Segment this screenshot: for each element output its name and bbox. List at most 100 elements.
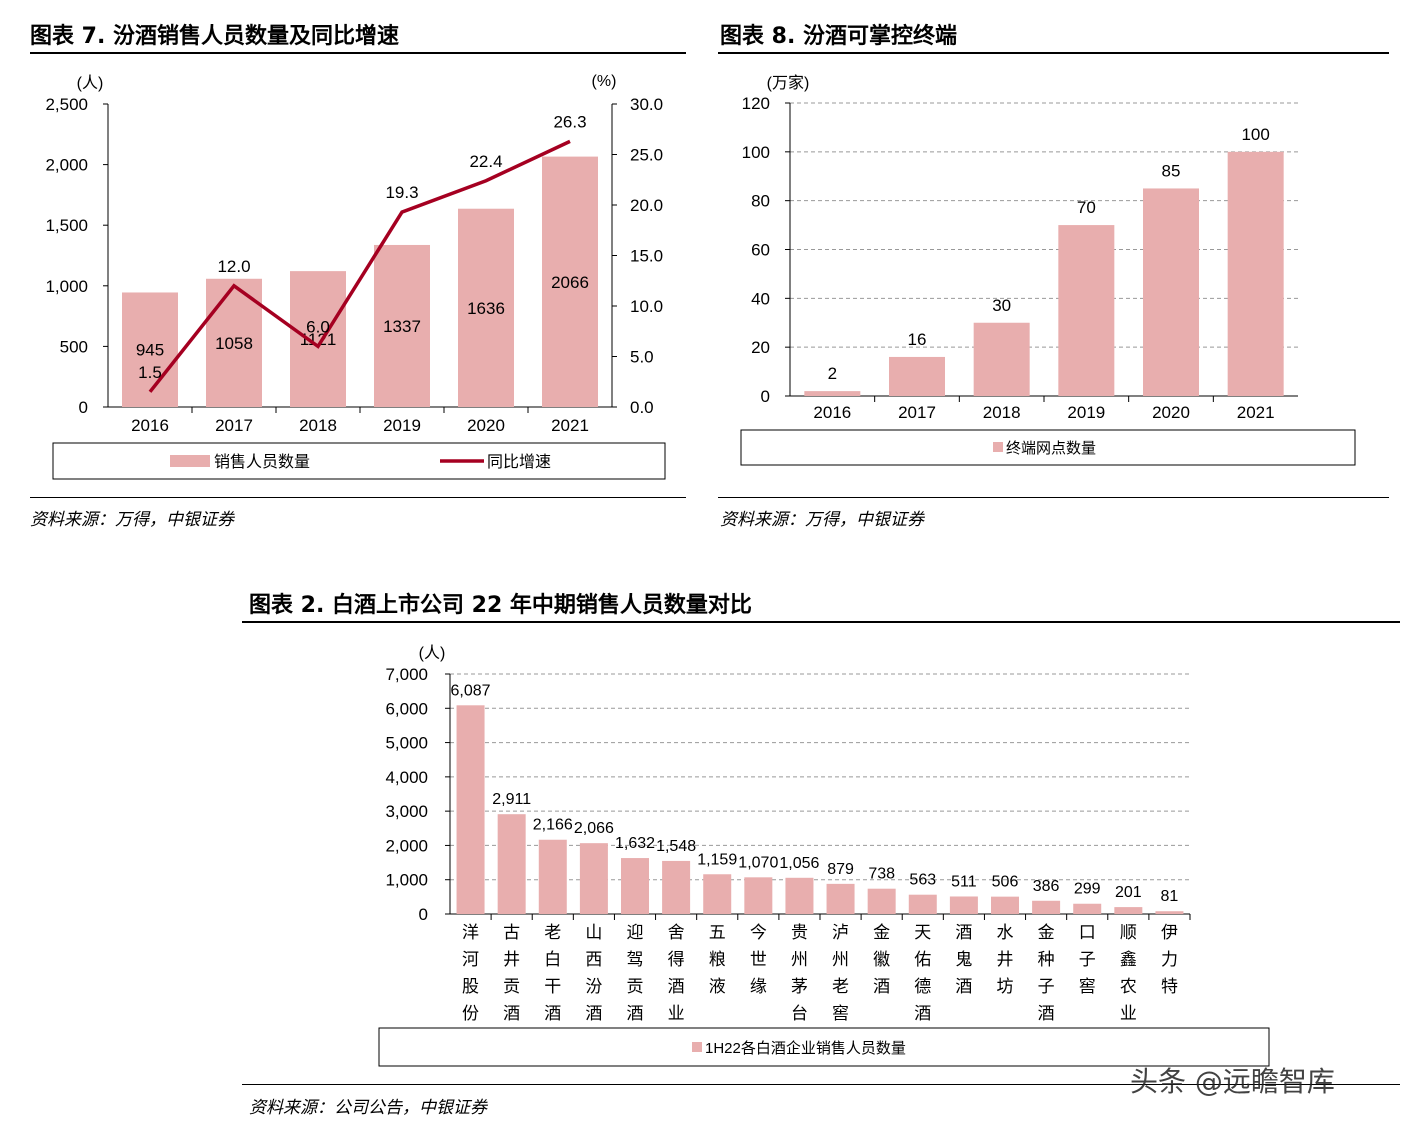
bar <box>785 877 814 914</box>
x-tick-label: 2018 <box>983 403 1021 422</box>
bar-value-label: 506 <box>992 874 1019 891</box>
x-tick-label-char: 窖 <box>832 1004 849 1023</box>
x-tick-label: 2021 <box>551 416 589 435</box>
chart2-bottom-rule <box>242 1084 1400 1085</box>
x-tick-label-char: 井 <box>997 950 1014 969</box>
x-tick-label-char: 河 <box>462 950 479 969</box>
bar <box>703 874 732 914</box>
bar-value-label: 30 <box>992 296 1011 315</box>
x-tick-label-char: 驾 <box>627 950 644 969</box>
chart2-source: 资料来源：公司公告，中银证券 <box>249 1098 487 1118</box>
x-tick-label-char: 顺 <box>1120 923 1137 942</box>
x-tick-label-char: 今 <box>750 923 767 942</box>
x-tick-label-char: 酒 <box>585 1004 602 1023</box>
x-tick-label-char: 舍 <box>668 923 685 942</box>
x-tick-label: 2018 <box>299 416 337 435</box>
line-value-label: 12.0 <box>217 257 250 276</box>
y-tick-label: 100 <box>742 143 770 162</box>
x-tick-label-char: 粮 <box>709 950 726 969</box>
x-tick-label-char: 特 <box>1161 977 1178 996</box>
y2-tick-label: 5.0 <box>630 348 654 367</box>
chart7-top-rule <box>30 52 686 54</box>
x-tick-label-char: 干 <box>544 977 561 996</box>
y-tick-label: 60 <box>751 241 770 260</box>
bar <box>290 271 346 407</box>
line-value-label: 1.5 <box>138 363 162 382</box>
x-tick-label-char: 酒 <box>544 1004 561 1023</box>
x-tick-label-char: 子 <box>1038 977 1055 996</box>
x-tick-label-char: 贡 <box>503 977 520 996</box>
y-tick-label: 3,000 <box>385 802 428 821</box>
chart8-plot: 0 20 40 60 80 100 120 (万家) 2 2016 16 2017 30 2018 70 20… <box>740 74 1356 466</box>
y2-tick-label: 10.0 <box>630 297 663 316</box>
x-tick-label-char: 酒 <box>627 1004 644 1023</box>
bar <box>497 814 526 914</box>
y-tick-label: 40 <box>751 289 770 308</box>
x-tick-label-char: 洋 <box>462 923 479 942</box>
y2-axis-unit: (%) <box>592 73 617 90</box>
x-tick-label-char: 古 <box>503 923 520 942</box>
growth-line <box>148 139 571 393</box>
legend-box <box>740 429 1356 466</box>
bar <box>1073 903 1102 914</box>
chart8-bottom-rule <box>718 497 1389 498</box>
chart7-source: 资料来源：万得，中银证券 <box>30 510 234 530</box>
y-axis-unit: (人) <box>419 644 446 662</box>
x-tick-label-char: 酒 <box>914 1004 931 1023</box>
chart7-title: 图表 7. 汾酒销售人员数量及同比增速 <box>30 24 399 49</box>
chart7-plot: 0 500 1,000 1,500 2,000 2,500 0.0 5.0 10.0 15.0 20… <box>45 73 666 480</box>
bar <box>949 896 978 914</box>
x-tick-label-char: 台 <box>791 1004 808 1023</box>
y-tick-label: 1,000 <box>45 277 88 296</box>
bar <box>804 391 861 396</box>
y-tick-label: 4,000 <box>385 768 428 787</box>
y-tick-label: 20 <box>751 338 770 357</box>
x-tick-label-char: 老 <box>544 923 561 942</box>
legend-box <box>52 442 666 480</box>
x-tick-label-char: 农 <box>1120 977 1137 996</box>
bar-value-label: 1058 <box>215 334 253 353</box>
bar <box>579 843 608 914</box>
bar-value-label: 2066 <box>551 273 589 292</box>
legend-bar-swatch <box>170 455 210 467</box>
chart8-source: 资料来源：万得，中银证券 <box>720 510 924 530</box>
x-tick-label-char: 股 <box>462 977 479 996</box>
legend-bar-swatch <box>692 1042 702 1052</box>
bar-value-label: 1,159 <box>697 851 737 868</box>
x-tick-label-char: 天 <box>914 923 931 942</box>
x-tick-label-char: 缘 <box>750 977 767 996</box>
bar <box>744 877 773 914</box>
bar <box>374 244 430 407</box>
x-tick-label-char: 酒 <box>873 977 890 996</box>
bar <box>1032 900 1061 914</box>
x-tick-label-char: 金 <box>1038 923 1055 942</box>
bar-value-label: 945 <box>136 341 164 360</box>
bar-value-label: 2,166 <box>533 817 573 834</box>
legend-bar-label: 1H22各白酒企业销售人员数量 <box>705 1039 906 1057</box>
bar <box>1155 911 1184 914</box>
y-tick-label: 2,000 <box>45 156 88 175</box>
x-tick-label-char: 业 <box>668 1004 685 1023</box>
legend-bar-swatch <box>993 442 1003 452</box>
x-tick-label-char: 鑫 <box>1120 950 1137 969</box>
x-tick-label-char: 口 <box>1079 923 1096 942</box>
bar-value-label: 511 <box>951 873 977 890</box>
bar-value-label: 85 <box>1162 161 1181 180</box>
y-tick-label: 2,000 <box>385 836 428 855</box>
chart2-top-rule <box>242 621 1400 623</box>
x-tick-label: 2020 <box>1152 403 1190 422</box>
bar-value-label: 201 <box>1115 884 1142 901</box>
x-tick-label-char: 州 <box>832 950 849 969</box>
x-tick-label-char: 液 <box>709 977 726 996</box>
y-tick-label: 120 <box>742 94 770 113</box>
x-tick-label-char: 州 <box>791 950 808 969</box>
bar-value-label: 81 <box>1161 888 1179 905</box>
bar <box>1227 151 1284 396</box>
x-tick-label-char: 鬼 <box>955 950 972 969</box>
chart8-top-rule <box>718 52 1389 54</box>
y-tick-label: 80 <box>751 192 770 211</box>
x-tick-label-char: 白 <box>544 950 561 969</box>
bar-value-label: 1,070 <box>738 854 778 871</box>
x-tick-label-char: 子 <box>1079 950 1096 969</box>
bar-value-label: 1337 <box>383 317 421 336</box>
